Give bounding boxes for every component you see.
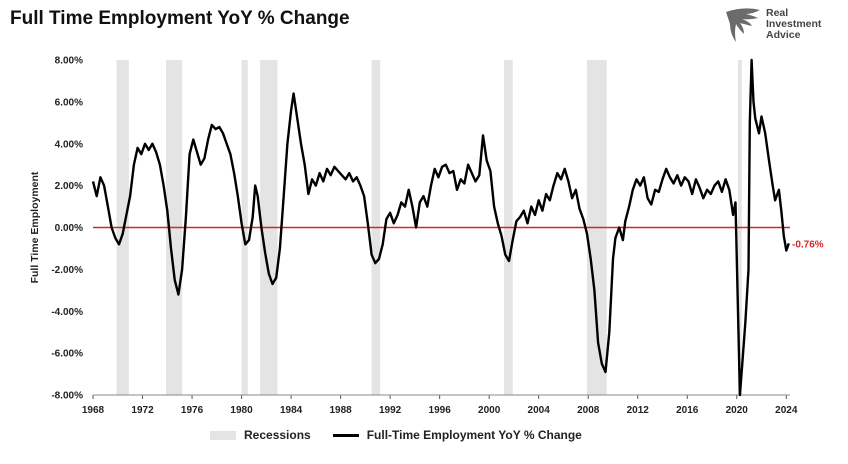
logo-line-2: Investment (766, 18, 822, 30)
full-time-employment-series-line (91, 58, 790, 397)
x-tick-label: 2024 (775, 405, 798, 416)
legend-item-series: Full-Time Employment YoY % Change (332, 428, 582, 442)
legend-item-recessions: Recessions (210, 428, 311, 442)
x-tick-label: 1968 (82, 405, 105, 416)
y-tick-label: 2.00% (55, 181, 83, 192)
x-axis-ticks: 1968 1972 1976 1980 1984 1988 1992 1996 2000 2004… (82, 395, 798, 416)
y-axis-label: Full Time Employment (29, 171, 41, 283)
y-tick-label: -2.00% (51, 265, 83, 276)
brand-logo: Real Investment Advice (724, 6, 844, 46)
logo-line-3: Advice (766, 29, 801, 41)
y-tick-label: 4.00% (55, 139, 83, 150)
x-tick-label: 1996 (429, 405, 452, 416)
y-tick-label: 8.00% (55, 56, 83, 67)
series-swatch (332, 433, 359, 437)
latest-value-annotation: -0.76% (792, 239, 824, 250)
x-tick-label: 1972 (131, 405, 154, 416)
x-tick-label: 2016 (676, 405, 699, 416)
y-tick-label: -4.00% (51, 307, 83, 318)
x-tick-label: 1984 (280, 405, 303, 416)
x-tick-label: 2000 (478, 405, 501, 416)
x-tick-label: 1992 (379, 405, 402, 416)
y-tick-label: -6.00% (51, 349, 83, 360)
y-tick-label: 0.00% (55, 223, 83, 234)
y-tick-label: -8.00% (51, 391, 83, 402)
recession-swatch (210, 430, 236, 440)
chart-title: Full Time Employment YoY % Change (10, 8, 350, 29)
x-tick-label: 2004 (528, 405, 551, 416)
x-tick-label: 1988 (329, 405, 352, 416)
x-tick-label: 2020 (726, 405, 749, 416)
logo-line-1: Real (766, 7, 789, 19)
y-axis-ticks: 8.00% 6.00% 4.00% 2.00% 0.00% -2.00% -4.00% -6.… (51, 56, 83, 402)
legend-label-series: Full-Time Employment YoY % Change (366, 428, 582, 442)
y-tick-label: 6.00% (55, 97, 83, 108)
x-tick-label: 1980 (230, 405, 253, 416)
legend-label-recessions: Recessions (244, 428, 311, 442)
eagle-logo-icon (726, 8, 760, 42)
x-tick-label: 2012 (627, 405, 650, 416)
x-tick-label: 2008 (577, 405, 600, 416)
chart-legend: Recessions Full-Time Employment YoY % Ch… (210, 428, 582, 442)
x-tick-label: 1976 (181, 405, 204, 416)
